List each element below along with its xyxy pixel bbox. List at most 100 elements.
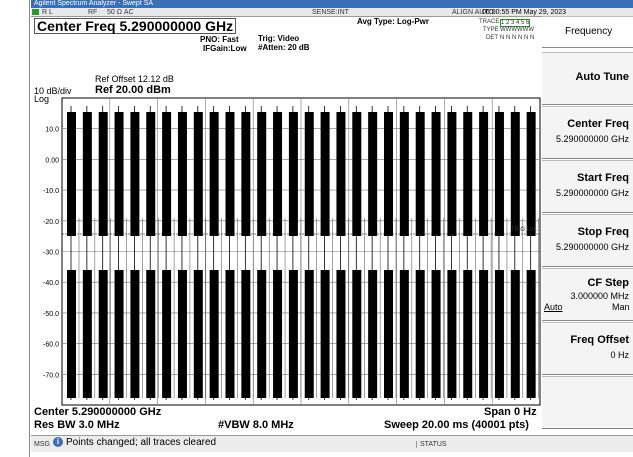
log-label: Log: [34, 94, 50, 104]
det-values: N N N N N N: [500, 35, 535, 41]
burst-upper: [415, 112, 425, 236]
ifgain: IFGain:Low: [203, 44, 247, 53]
burst-upper: [177, 112, 187, 236]
avg-type: Avg Type: Log-Pwr: [357, 17, 429, 26]
footer-sweep: Sweep 20.00 ms (40001 pts): [384, 419, 529, 431]
softkey-option: Auto: [544, 302, 563, 312]
det-label: DET: [486, 35, 498, 41]
y-tick-label: 10.0: [45, 127, 59, 134]
burst-upper: [225, 112, 235, 236]
softkey-label: Start Freq: [577, 172, 629, 184]
burst-upper: [352, 112, 362, 236]
ref-level: Ref 20.00 dBm: [95, 84, 171, 96]
trace-values: 1 2 3 4 5 6: [500, 19, 531, 27]
softkey-value: 5.290000000 GHz: [555, 134, 629, 144]
burst-upper: [130, 112, 140, 236]
softkey-value: 5.290000000 GHz: [555, 242, 629, 252]
burst-upper: [273, 112, 283, 236]
burst-upper: [510, 112, 520, 236]
burst-upper: [193, 112, 203, 236]
y-tick-label: -60.0: [43, 342, 59, 349]
status-sense: SENSE:INT: [312, 9, 349, 16]
softkey[interactable]: [542, 106, 633, 159]
softkey-option: Man: [612, 302, 630, 312]
burst-upper: [241, 112, 251, 236]
burst-upper: [82, 112, 92, 236]
y-tick-label: -40.0: [43, 280, 59, 287]
footer-rbw: Res BW 3.0 MHz: [34, 419, 120, 431]
burst-lower: [273, 270, 283, 398]
burst-upper: [162, 112, 172, 236]
softkey-menu-text: Frequency: [565, 26, 613, 37]
y-tick-label: -70.0: [43, 372, 59, 379]
burst-lower: [209, 270, 219, 398]
softkey-label: Center Freq: [567, 118, 629, 130]
softkey-menu-title: [542, 16, 633, 48]
burst-lower: [399, 270, 409, 398]
burst-upper: [431, 112, 441, 236]
burst-lower: [82, 270, 92, 398]
burst-lower: [447, 270, 457, 398]
burst-lower: [463, 270, 473, 398]
burst-lower: [510, 270, 520, 398]
atten: #Atten: 20 dB: [258, 43, 310, 52]
burst-lower: [368, 270, 378, 398]
footer-vbw: #VBW 8.0 MHz: [218, 419, 294, 431]
burst-lower: [67, 270, 76, 398]
message-bar: [31, 435, 633, 452]
burst-lower: [146, 270, 156, 398]
center-freq-header: Center Freq 5.290000000 GHz: [34, 18, 237, 34]
softkey[interactable]: [542, 322, 633, 375]
burst-lower: [130, 270, 140, 398]
burst-upper: [257, 112, 267, 236]
burst-lower: [479, 270, 489, 398]
burst-lower: [336, 270, 346, 398]
softkey[interactable]: [542, 214, 633, 267]
burst-upper: [304, 112, 314, 236]
burst-upper: [399, 112, 409, 236]
pno: PNO: Fast: [200, 35, 239, 44]
title-bar: [31, 0, 633, 8]
scale: 10 dB/div: [34, 86, 72, 96]
burst-lower: [320, 270, 330, 398]
y-tick-label: 0.00: [45, 157, 59, 164]
softkey-label: Freq Offset: [570, 334, 629, 346]
burst-lower: [98, 270, 108, 398]
burst-lower: [257, 270, 267, 398]
softkey-label: Auto Tune: [575, 71, 629, 83]
burst-lower: [288, 270, 298, 398]
softkey-label: Stop Freq: [577, 226, 629, 238]
burst-upper: [67, 112, 76, 236]
burst-upper: [447, 112, 457, 236]
softkey-value: 3.000000 MHz: [570, 291, 629, 301]
status-datetime: 06:00:55 PM May 29, 2023: [482, 9, 567, 16]
burst-lower: [431, 270, 441, 398]
footer-center: Center 5.290000000 GHz: [34, 406, 162, 418]
trig-level-label: TRIG LVL: [511, 227, 538, 233]
info-icon: i: [53, 437, 63, 447]
burst-upper: [336, 112, 346, 236]
status-align: ALIGN AUTO: [452, 9, 494, 16]
status-rf: RF: [88, 9, 98, 16]
burst-upper: [368, 112, 378, 236]
type-values: WWWWWW: [500, 27, 534, 33]
burst-lower: [352, 270, 362, 398]
softkey[interactable]: [542, 268, 633, 321]
burst-upper: [209, 112, 219, 236]
title-bar-text: Agilent Spectrum Analyzer - Swept SA: [34, 0, 154, 7]
burst-upper: [288, 112, 298, 236]
trace-label: TRACE: [479, 19, 500, 25]
burst-lower: [225, 270, 235, 398]
burst-lower: [304, 270, 314, 398]
softkey[interactable]: [542, 52, 633, 105]
message-text: Points changed; all traces cleared: [66, 437, 217, 448]
ref-offset: Ref Offset 12.12 dB: [95, 74, 174, 84]
softkey-value: 0 Hz: [610, 350, 629, 360]
softkey[interactable]: [542, 160, 633, 213]
trig: Trig: Video: [258, 34, 300, 43]
y-tick-label: -50.0: [43, 311, 59, 318]
softkey-blank[interactable]: [542, 376, 633, 429]
burst-upper: [494, 112, 504, 236]
